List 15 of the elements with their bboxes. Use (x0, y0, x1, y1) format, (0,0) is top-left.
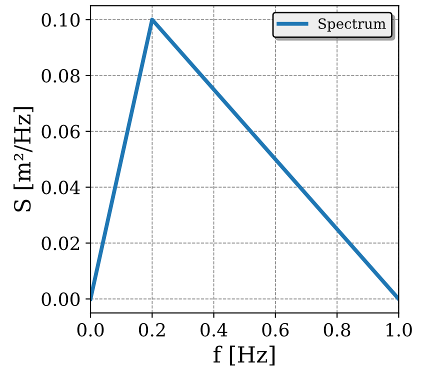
y-tick-label: 0.00 (42, 292, 80, 306)
x-tick-label: 0.0 (77, 322, 104, 337)
x-tick-label: 1.0 (386, 322, 412, 337)
y-tick-label: 0.08 (42, 68, 80, 83)
y-axis-title: S [m²/Hz] (14, 107, 34, 212)
x-tick-label: 0.4 (200, 322, 228, 337)
y-tick-label: 0.10 (42, 13, 80, 27)
x-tick-label: 0.6 (262, 322, 289, 337)
y-tick-label: 0.04 (42, 180, 80, 194)
legend-label: Spectrum (318, 18, 386, 32)
x-tick-label: 0.8 (324, 322, 350, 337)
y-tick-label: 0.02 (42, 236, 80, 250)
x-axis-title: f [Hz] (214, 346, 275, 366)
x-tick-label: 0.2 (138, 322, 165, 337)
y-tick-label: 0.06 (42, 124, 80, 138)
